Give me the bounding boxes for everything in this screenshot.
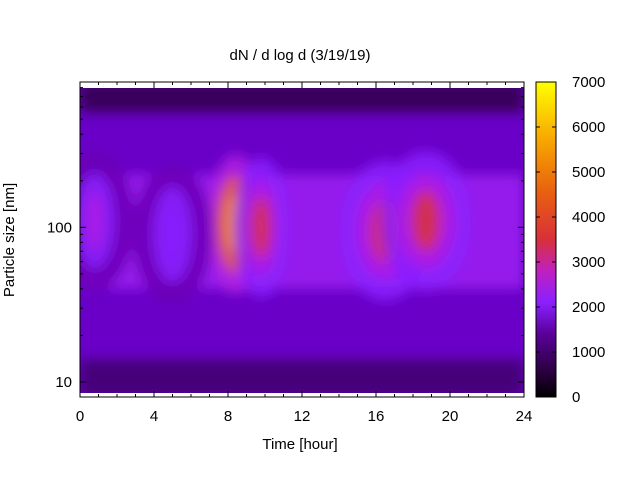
- x-tick-label: 4: [150, 408, 158, 425]
- x-axis-title: Time [hour]: [262, 436, 337, 453]
- y-axis-title: Particle size [nm]: [1, 183, 18, 297]
- heatmap-feature: [164, 204, 181, 265]
- heatmap-low-band-top: [80, 88, 524, 112]
- x-tick-label: 24: [516, 408, 533, 425]
- colorbar-tick-label: 1000: [572, 344, 605, 361]
- colorbar-tick-label: 7000: [572, 74, 605, 91]
- y-tick-label: 10: [55, 374, 72, 391]
- heatmap-feature: [86, 190, 103, 251]
- x-axis: 0 4 8 12 16 20 24: [76, 82, 533, 425]
- heatmap-low-band-bottom: [80, 359, 524, 393]
- colorbar-tick-label: 0: [572, 389, 580, 406]
- x-tick-label: 8: [224, 408, 232, 425]
- y-tick-label: 100: [47, 219, 72, 236]
- colorbar-tick-label: 6000: [572, 119, 605, 136]
- chart-title: dN / d log d (3/19/19): [230, 47, 371, 64]
- colorbar-tick-label: 3000: [572, 254, 605, 271]
- colorbar-tick-label: 2000: [572, 299, 605, 316]
- colorbar-axis: 0 1000 2000 3000 4000 5000 6000 7000: [536, 74, 605, 406]
- x-tick-label: 12: [294, 408, 311, 425]
- x-tick-label: 0: [76, 408, 84, 425]
- heatmap-area: [80, 88, 524, 393]
- colorbar: [535, 81, 557, 398]
- colorbar-tick-label: 4000: [572, 209, 605, 226]
- y-axis: 10 100: [47, 87, 524, 391]
- colorbar-tick-label: 5000: [572, 164, 605, 181]
- heatmap-feature: [411, 190, 440, 251]
- x-tick-label: 16: [368, 408, 385, 425]
- heatmap-feature: [252, 197, 271, 258]
- x-tick-label: 20: [442, 408, 459, 425]
